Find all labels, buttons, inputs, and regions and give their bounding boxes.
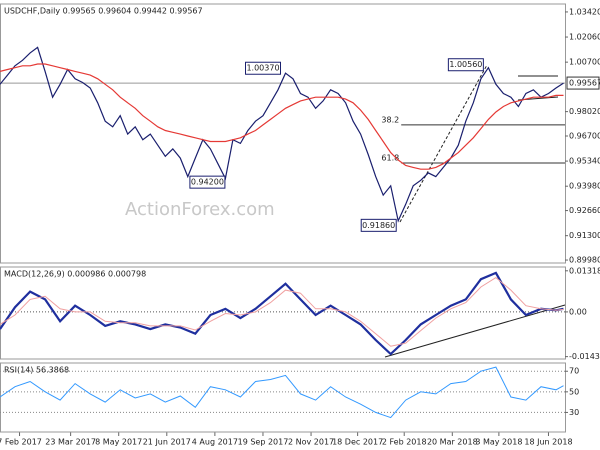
watermark: ActionForex.com <box>125 199 275 220</box>
panel-frame <box>0 3 566 264</box>
price-label: 1.00370 <box>246 64 279 73</box>
y-tick-label: 0.96700 <box>569 131 600 140</box>
x-tick-label: 23 Mar 2017 <box>45 438 96 447</box>
series-line <box>0 271 564 356</box>
series-line <box>0 63 564 170</box>
y-tick-label: 0.93980 <box>569 182 600 191</box>
panel-title: RSI(14) 56.3868 <box>4 366 69 375</box>
x-tick-label: 2 Feb 2018 <box>382 438 427 447</box>
y-tick-label: 1.03420 <box>569 7 600 16</box>
y-tick-label: 1.00700 <box>569 58 600 67</box>
fib-label: 61.8 <box>381 153 399 162</box>
x-tick-label: 19 Sep 2017 <box>238 438 289 447</box>
y-tick-label: 0.013184 <box>569 266 600 275</box>
y-tick-label: 0.98020 <box>569 107 600 116</box>
y-tick-label: 0.91300 <box>569 231 600 240</box>
x-tick-label: 7 Feb 2017 <box>0 438 42 447</box>
series-line <box>0 46 564 223</box>
price-label: 1.00560 <box>449 60 482 69</box>
price-label-box <box>189 175 226 189</box>
y-tick-label: 0.89980 <box>569 256 600 265</box>
x-tick-label: 8 May 2017 <box>95 438 142 447</box>
y-tick-label: 0.00 <box>569 307 587 316</box>
x-tick-label: 18 Jun 2018 <box>524 438 572 447</box>
price-label: 0.91860 <box>362 221 395 230</box>
panel-frame <box>0 362 566 433</box>
y-tick-label: 50 <box>569 387 579 396</box>
y-tick-label: -0.014339 <box>569 352 600 361</box>
y-tick-label: 1.02060 <box>569 33 600 42</box>
x-tick-label: 3 May 2018 <box>475 438 522 447</box>
price-label-box <box>447 58 484 72</box>
price-label: 0.94200 <box>191 178 224 187</box>
y-tick-label: 0.92660 <box>569 206 600 215</box>
x-tick-label: 4 Aug 2017 <box>192 438 238 447</box>
series-line <box>0 276 564 347</box>
y-tick-label: 0.95340 <box>569 157 600 166</box>
macd-trendline <box>384 304 566 358</box>
x-tick-label: 18 Dec 2017 <box>332 438 383 447</box>
last-price-box <box>566 76 600 90</box>
price-label-box <box>245 61 282 75</box>
price-label-box <box>360 218 397 232</box>
panel-title: MACD(12,26,9) 0.000986 0.000798 <box>4 270 146 279</box>
x-tick-label: 21 Jun 2017 <box>143 438 191 447</box>
panel-frame <box>0 266 566 360</box>
panel-title: USDCHF,Daily 0.99565 0.99604 0.99442 0.9… <box>4 7 203 16</box>
series-line <box>0 366 564 419</box>
x-tick-label: 20 Mar 2018 <box>427 438 478 447</box>
x-tick-label: 2 Nov 2017 <box>288 438 334 447</box>
fib-label: 38.2 <box>381 115 399 124</box>
y-tick-label: 70 <box>569 367 579 376</box>
last-price-label: 0.99567 <box>569 79 600 88</box>
y-tick-label: 30 <box>569 408 579 417</box>
